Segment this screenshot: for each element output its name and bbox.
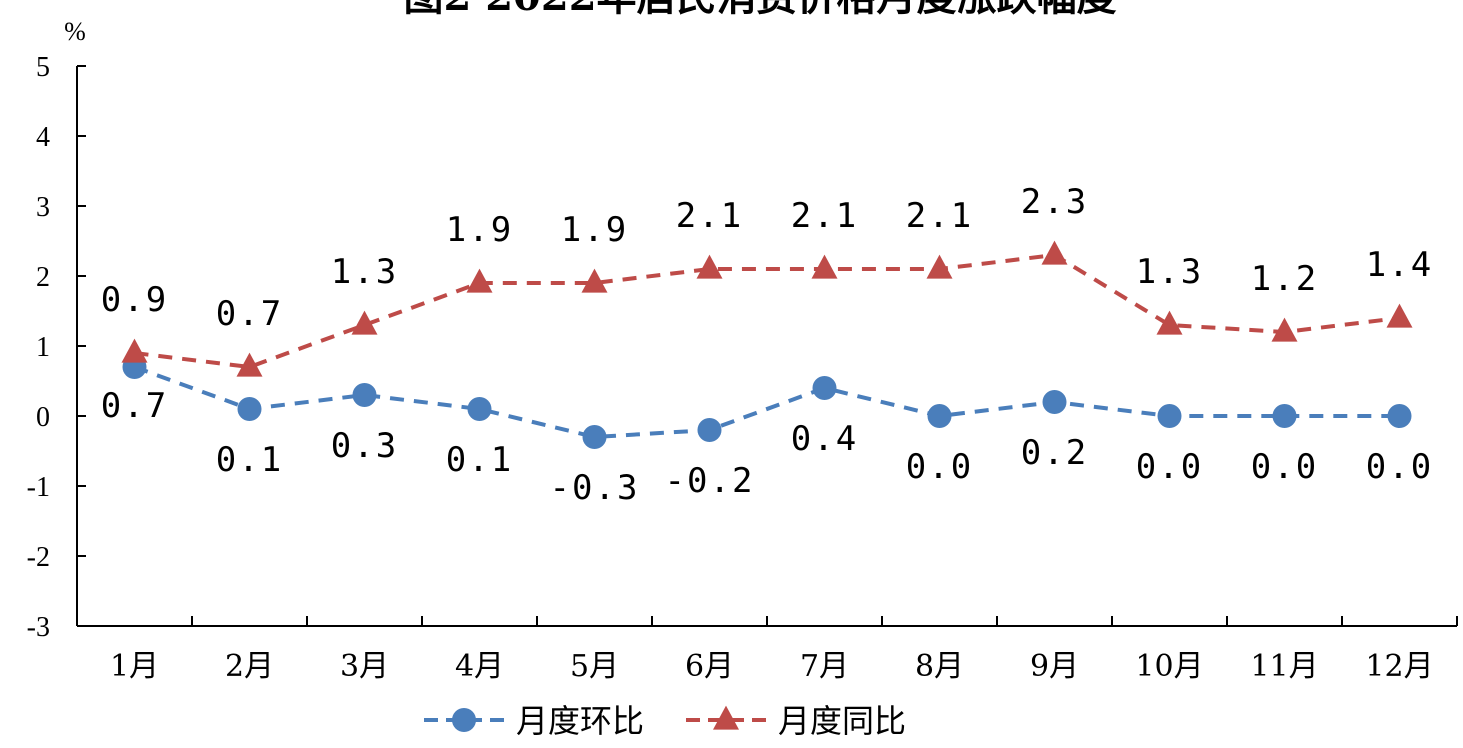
x-tick-label: 4月: [455, 649, 504, 684]
x-tick-label: 8月: [915, 649, 964, 684]
ring-marker: [1272, 404, 1297, 428]
triangle-marker: [236, 352, 263, 377]
y-tick-label: 0: [36, 402, 50, 433]
x-tick-label: 11月: [1250, 649, 1318, 684]
y-axis-unit: %: [64, 17, 86, 46]
triangle-marker: [1386, 303, 1413, 328]
data-label: 0.9: [101, 280, 168, 320]
ring-marker: [812, 376, 837, 400]
data-label: 1.9: [561, 210, 628, 250]
x-tick-label: 1月: [110, 649, 159, 684]
data-label: 1.4: [1366, 245, 1433, 285]
triangle-marker: [351, 310, 378, 335]
ring-marker: [927, 404, 952, 428]
data-label: 2.3: [1021, 182, 1088, 222]
data-label: 1.2: [1251, 259, 1318, 299]
data-label: 0.0: [1366, 447, 1433, 487]
ring-marker: [467, 397, 492, 421]
y-tick-label: 3: [36, 192, 50, 223]
y-tick-label: 2: [36, 262, 50, 293]
triangle-marker: [696, 254, 723, 279]
data-label: 0.7: [216, 294, 283, 334]
y-tick-label: -1: [27, 472, 50, 503]
triangle-marker: [1041, 240, 1068, 265]
y-tick-label: 1: [36, 332, 50, 363]
data-label: 0.1: [216, 440, 283, 480]
y-tick-label: 4: [36, 122, 50, 153]
triangle-marker: [926, 254, 953, 279]
data-label: 0.0: [1136, 447, 1203, 487]
data-label: 2.1: [676, 196, 743, 236]
data-label: 2.1: [791, 196, 858, 236]
x-tick-label: 2月: [225, 649, 274, 684]
x-tick-label: 12月: [1365, 649, 1433, 684]
data-label: 0.3: [331, 426, 398, 466]
data-label: 2.1: [906, 196, 973, 236]
triangle-marker: [581, 268, 608, 293]
triangle-marker: [1156, 310, 1183, 335]
legend: 月度环比 月度同比: [424, 702, 906, 740]
ring-marker: [1387, 404, 1412, 428]
data-label: 0.1: [446, 440, 513, 480]
y-tick-label: 5: [36, 52, 50, 83]
axes: 5 4 3 2 1 0 -1 -2 -3 1月 2月 3月 4月 5月 6月 7月 8月 9月 10月 11月 12月: [27, 52, 1458, 684]
x-tick-label: 5月: [570, 649, 619, 684]
x-tick-label: 10月: [1135, 649, 1203, 684]
series-line: [133, 365, 1400, 440]
x-tick-label: 9月: [1030, 649, 1079, 684]
y-tick-label: -3: [27, 612, 50, 643]
triangle-marker: [811, 254, 838, 279]
data-labels: 0.9 0.7 1.3 1.9 1.9 2.1 2.1 2.1 2.3 1.3 1.2 1.4 0.7 0…: [101, 182, 1433, 508]
legend-label: 月度环比: [516, 702, 644, 740]
series-1: [122, 355, 1412, 449]
y-tick-label: -2: [27, 542, 50, 573]
ring-marker: [1157, 404, 1182, 428]
chart-title: 图2 2022年居民消费价格月度涨跌幅度: [403, 0, 1116, 20]
data-label: -0.3: [550, 468, 640, 508]
data-label: 0.0: [906, 447, 973, 487]
data-label: 0.0: [1251, 447, 1318, 487]
data-label: 0.2: [1021, 433, 1088, 473]
series-line: [134, 252, 1400, 370]
series-2: [121, 240, 1413, 377]
data-label: 1.3: [1136, 252, 1203, 292]
data-label: 0.4: [791, 419, 858, 459]
data-label: 1.3: [331, 252, 398, 292]
legend-item: 月度同比: [686, 702, 906, 740]
x-tick-label: 3月: [340, 649, 389, 684]
x-tick-label: 6月: [685, 649, 734, 684]
legend-label: 月度同比: [778, 702, 906, 740]
triangle-marker: [466, 268, 493, 293]
ring-marker: [352, 383, 377, 407]
legend-item: 月度环比: [424, 702, 644, 740]
ring-marker: [237, 397, 262, 421]
series-layer: [121, 240, 1413, 449]
triangle-marker: [713, 705, 739, 730]
x-tick-label: 7月: [800, 649, 849, 684]
ring-marker: [582, 425, 607, 449]
data-label: 0.7: [101, 386, 168, 426]
data-label: 1.9: [446, 210, 513, 250]
data-label: -0.2: [665, 461, 755, 501]
triangle-marker: [121, 338, 148, 363]
triangle-marker: [1271, 317, 1298, 342]
ring-marker: [1042, 390, 1067, 414]
ring-marker: [697, 418, 722, 442]
ring-marker: [452, 708, 476, 732]
